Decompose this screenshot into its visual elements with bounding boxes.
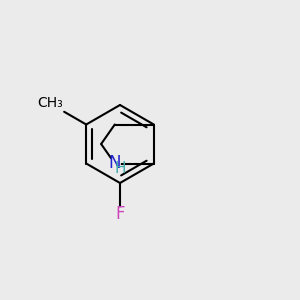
Text: F: F — [115, 205, 125, 223]
Circle shape — [110, 158, 120, 169]
Text: N: N — [109, 154, 121, 172]
Circle shape — [114, 208, 126, 220]
Text: H: H — [114, 161, 126, 176]
Text: CH₃: CH₃ — [37, 96, 63, 110]
